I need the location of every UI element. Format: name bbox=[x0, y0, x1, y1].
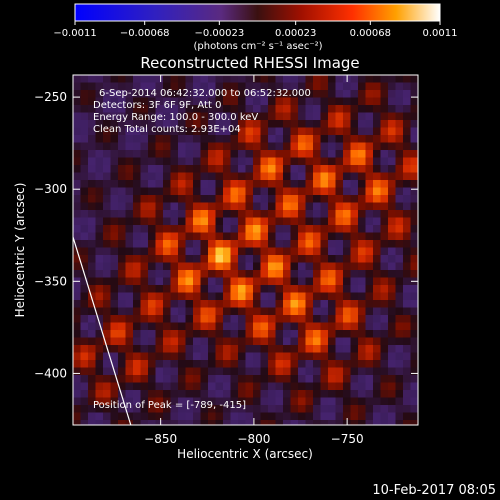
y-tick-label: −350 bbox=[34, 274, 67, 288]
colorbar-tick-label: −0.0011 bbox=[53, 28, 96, 39]
colorbar bbox=[74, 3, 441, 22]
annotation-clean: Clean Total counts: 2.93E+04 bbox=[93, 124, 241, 135]
x-axis-label: Heliocentric X (arcsec) bbox=[177, 447, 313, 461]
y-tick-label: −300 bbox=[34, 182, 67, 196]
solar-limb-line bbox=[73, 236, 132, 425]
colorbar-tick-label: −0.00068 bbox=[120, 28, 170, 39]
chart-title: Reconstructed RHESSI Image bbox=[140, 54, 359, 72]
y-tick-label: −250 bbox=[34, 90, 67, 104]
y-tick-label: −400 bbox=[34, 366, 67, 380]
annotation-energy: Energy Range: 100.0 - 300.0 keV bbox=[93, 112, 258, 123]
x-axis-ticks: −850 −800 −750 bbox=[144, 75, 364, 446]
x-tick-label: −850 bbox=[144, 432, 177, 446]
colorbar-tick-label: 0.00023 bbox=[275, 28, 316, 39]
footer-timestamp: 10-Feb-2017 08:05 bbox=[372, 483, 496, 498]
x-tick-label: −800 bbox=[237, 432, 270, 446]
colorbar-tick-label: −0.00023 bbox=[194, 28, 244, 39]
colorbar-ticks: −0.0011 −0.00068 −0.00023 0.00023 0.00068 0.0… bbox=[53, 21, 458, 39]
y-axis-ticks: −250 −300 −350 −400 bbox=[34, 90, 418, 380]
plot-frame bbox=[72, 74, 419, 426]
annotation-time-range: 6-Sep-2014 06:42:32.000 to 06:52:32.000 bbox=[99, 88, 311, 99]
x-tick-label: −750 bbox=[331, 432, 364, 446]
colorbar-unit-label: (photons cm⁻² s⁻¹ asec⁻²) bbox=[193, 41, 322, 52]
heatmap-image bbox=[73, 75, 418, 425]
colorbar-tick-label: 0.00068 bbox=[350, 28, 391, 39]
annotation-detectors: Detectors: 3F 6F 9F, Att 0 bbox=[93, 100, 221, 111]
y-axis-label: Heliocentric Y (arcsec) bbox=[13, 183, 27, 318]
colorbar-tick-label: 0.0011 bbox=[423, 28, 458, 39]
annotation-peak-position: Position of Peak = [-789, -415] bbox=[93, 400, 246, 411]
